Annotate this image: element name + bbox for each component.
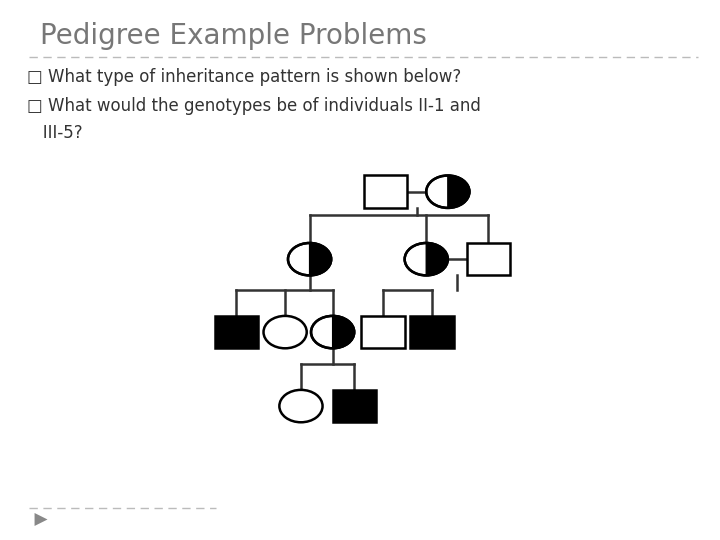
Circle shape <box>288 243 331 275</box>
Bar <box>364 176 407 208</box>
Bar <box>410 316 454 348</box>
Bar <box>215 316 258 348</box>
Polygon shape <box>310 243 331 275</box>
Text: III-5?: III-5? <box>27 124 83 142</box>
Polygon shape <box>448 176 469 208</box>
Bar <box>361 316 405 348</box>
Polygon shape <box>35 513 48 526</box>
Circle shape <box>264 316 307 348</box>
Text: □ What type of inheritance pattern is shown below?: □ What type of inheritance pattern is sh… <box>27 68 462 85</box>
Polygon shape <box>333 316 354 348</box>
Bar <box>467 243 510 275</box>
Circle shape <box>279 390 323 422</box>
Circle shape <box>426 176 469 208</box>
Text: Pedigree Example Problems: Pedigree Example Problems <box>40 22 426 50</box>
Bar <box>333 390 376 422</box>
Polygon shape <box>426 243 448 275</box>
Text: □ What would the genotypes be of individuals II-1 and: □ What would the genotypes be of individ… <box>27 97 481 115</box>
Circle shape <box>311 316 354 348</box>
Circle shape <box>405 243 448 275</box>
